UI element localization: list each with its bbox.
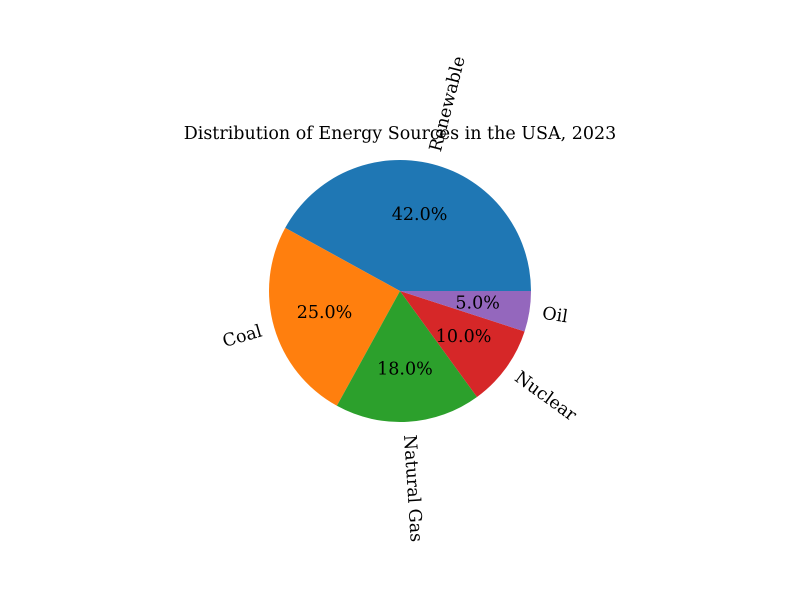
category-label-oil: Oil [541,304,570,328]
percentage-label-renewable: 42.0% [392,205,448,225]
percentage-label-coal: 25.0% [297,303,353,323]
pie-slice-coal [268,227,400,406]
chart-title: Distribution of Energy Sources in the US… [184,124,617,144]
percentage-labels: 42.0% 25.0% 18.0%10.0% 5.0% [297,205,500,380]
pie-slice-natural-gas [336,291,477,422]
category-label-nuclear: Nuclear [511,368,581,426]
percentage-label-nuclear: 10.0% [436,327,492,347]
category-label-natural-gas: Natural Gas [399,434,426,542]
pie-slice-nuclear [400,291,525,397]
category-label-coal: Coal [220,321,264,351]
pie-slice-oil [400,291,531,332]
pie-slice-renewable [285,160,531,291]
pie-slices [268,160,531,422]
percentage-label-natural-gas: 18.0% [377,359,433,379]
percentage-label-oil: 5.0% [455,293,499,313]
